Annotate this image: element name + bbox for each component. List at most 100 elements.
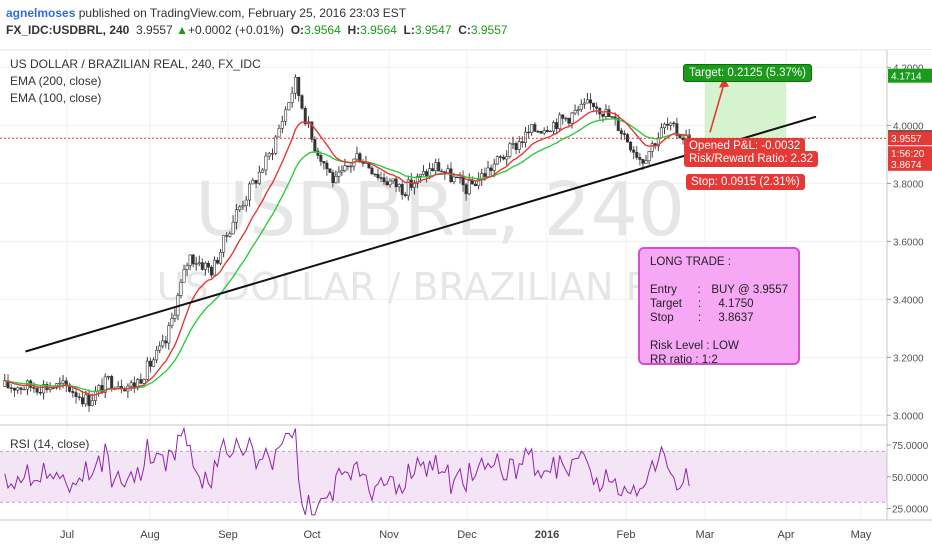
candle-body: [248, 183, 252, 201]
candle-body: [87, 394, 91, 407]
candle-body: [492, 163, 496, 171]
candle-body: [455, 176, 459, 179]
ema200-legend[interactable]: EMA (200, close): [10, 74, 102, 88]
candle-body: [32, 387, 36, 389]
opened-pl-label: Opened P&L: -0.0032: [684, 138, 806, 154]
candle-body: [142, 378, 146, 384]
candle-body: [388, 180, 392, 186]
candle-body: [293, 76, 297, 94]
candle-body: [97, 385, 101, 392]
candle-body: [622, 133, 626, 135]
candle-body: [340, 170, 344, 173]
time-tick-label: Mar: [696, 529, 715, 541]
chart-title: US DOLLAR / BRAZILIAN REAL, 240, FX_IDC: [10, 57, 261, 71]
price-axis-bg: [887, 50, 932, 520]
candle-body: [486, 167, 490, 177]
chart-header: agnelmoses published on TradingView.com,…: [0, 0, 932, 40]
time-tick-label: Feb: [617, 529, 636, 541]
target-zone: [705, 75, 786, 139]
price-tick-label: 3.8000: [893, 179, 924, 190]
rsi-tick-label: 75.0000: [892, 441, 929, 452]
candle-body: [422, 171, 426, 175]
time-tick-label: May: [851, 529, 872, 541]
candle-body: [373, 173, 377, 176]
candle-body: [536, 131, 540, 133]
time-tick-label: Dec: [457, 529, 477, 541]
candle-body: [19, 387, 23, 390]
watermark-name: US DOLLAR / BRAZILIAN REAL: [157, 265, 723, 309]
candle-body: [428, 168, 432, 177]
candle-body: [412, 183, 416, 188]
candle-body: [152, 359, 156, 367]
candle-body: [3, 380, 7, 387]
candle-body: [280, 120, 284, 129]
candle-body: [328, 168, 332, 173]
candle-body: [106, 376, 110, 378]
trade-risk-level: Risk Level : LOW: [650, 340, 739, 352]
candle-body: [22, 388, 26, 391]
target-label[interactable]: Target: 0.2125 (5.37%): [683, 64, 812, 82]
candle-body: [376, 174, 380, 178]
candle-body: [650, 143, 654, 152]
candle-body: [473, 183, 477, 187]
candle-body: [370, 167, 374, 175]
candle-body: [110, 376, 114, 389]
candle-body: [573, 110, 577, 114]
candle-body: [505, 156, 509, 160]
candle-body: [514, 143, 518, 150]
candle-body: [234, 209, 238, 223]
candle-body: [523, 131, 527, 144]
candle-body: [672, 122, 676, 125]
candle-body: [139, 379, 143, 384]
candle-body: [397, 184, 401, 188]
candle-body: [225, 235, 229, 237]
stop-label[interactable]: Stop: 0.0915 (2.31%): [686, 174, 805, 190]
time-tick-label: Aug: [140, 529, 160, 541]
candle-body: [71, 391, 75, 393]
author-link[interactable]: agnelmoses: [6, 6, 76, 20]
candle-body: [274, 136, 278, 154]
high-label: H:: [347, 23, 361, 37]
last-price-tag: [888, 131, 932, 146]
candle-body: [244, 199, 248, 206]
candle-body: [415, 175, 419, 184]
candle-body: [343, 165, 347, 171]
candle-body: [206, 262, 210, 268]
candle-body: [656, 137, 660, 147]
time-tick-label: 2016: [535, 529, 559, 541]
candle-body: [267, 153, 271, 157]
candle-body: [585, 99, 589, 104]
candle-body: [431, 168, 435, 172]
candle-body: [495, 156, 499, 165]
price-change: +0.0002 (+0.01%): [187, 23, 285, 37]
candle-body: [464, 184, 468, 195]
candle-body: [185, 265, 189, 270]
ema100-legend[interactable]: EMA (100, close): [10, 91, 102, 105]
rsi-legend[interactable]: RSI (14, close): [10, 437, 90, 451]
candle-body: [194, 263, 198, 265]
candle-body: [520, 141, 524, 144]
candle-body: [452, 176, 456, 182]
candle-body: [155, 349, 159, 361]
candle-body: [90, 400, 94, 407]
last-price-tag-text: 3.9557: [891, 134, 922, 145]
candle-body: [290, 92, 294, 103]
candle-body: [545, 130, 549, 133]
trade-title: LONG TRADE :: [650, 256, 731, 268]
candle-body: [592, 102, 596, 108]
rsi-tick-label: 25.0000: [892, 505, 929, 516]
trade-note[interactable]: LONG TRADE : Entry: BUY @ 3.9557 Target: …: [638, 247, 800, 366]
candle-body: [219, 251, 223, 264]
candle-body: [103, 376, 107, 393]
time-tick-label: Nov: [379, 529, 399, 541]
candle-body: [458, 176, 462, 179]
candle-body: [418, 173, 422, 177]
candle-body: [564, 117, 568, 120]
candle-body: [149, 360, 153, 367]
candle-body: [595, 106, 599, 109]
candle-body: [300, 95, 304, 109]
candle-body: [238, 206, 242, 211]
candle-body: [400, 184, 404, 195]
candle-body: [182, 269, 186, 283]
open-label: O:: [290, 23, 305, 37]
